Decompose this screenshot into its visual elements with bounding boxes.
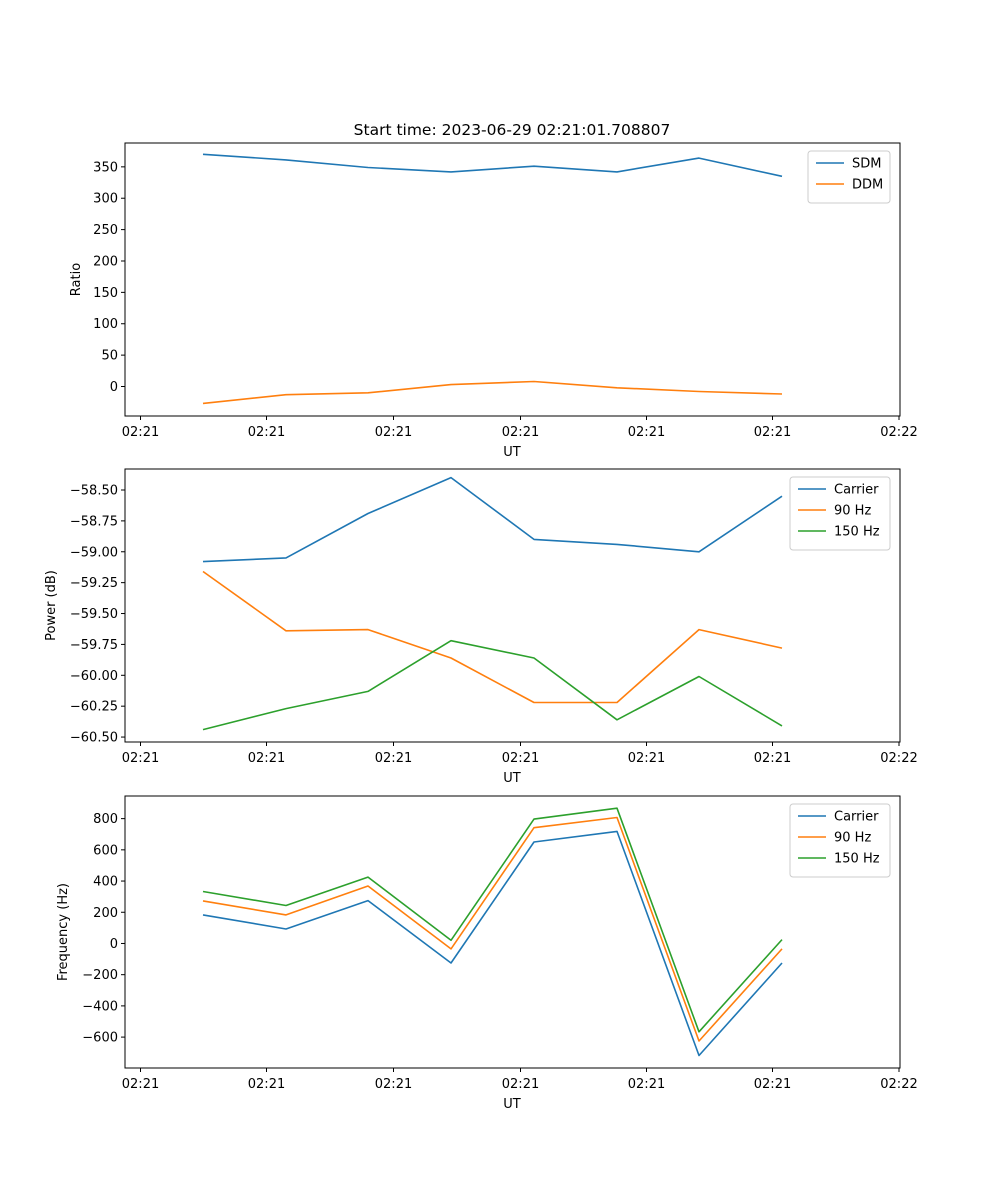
x-tick-label: 02:21 bbox=[502, 751, 539, 766]
series-line-ddm bbox=[202, 380, 783, 405]
y-axis-label: Power (dB) bbox=[44, 570, 59, 641]
x-tick-label: 02:21 bbox=[122, 425, 159, 440]
x-axis-label: UT bbox=[503, 445, 521, 460]
y-tick-label: −60.00 bbox=[70, 669, 118, 684]
x-tick-label: 02:22 bbox=[880, 425, 917, 440]
y-tick-label: −59.50 bbox=[70, 607, 118, 622]
y-tick-label: 200 bbox=[93, 906, 118, 921]
y-tick-label: −58.50 bbox=[70, 484, 118, 499]
y-tick-label: 0 bbox=[110, 937, 118, 952]
x-tick-label: 02:21 bbox=[628, 425, 665, 440]
y-tick-label: −59.25 bbox=[70, 576, 118, 591]
y-tick-label: 800 bbox=[93, 812, 118, 827]
x-tick-label: 02:21 bbox=[375, 1077, 412, 1092]
x-tick-label: 02:21 bbox=[628, 751, 665, 766]
x-tick-label: 02:21 bbox=[375, 751, 412, 766]
x-tick-label: 02:21 bbox=[248, 425, 285, 440]
series-line-carrier bbox=[202, 476, 783, 563]
y-tick-label: 0 bbox=[110, 380, 118, 395]
y-tick-label: 200 bbox=[93, 254, 118, 269]
y-tick-label: 150 bbox=[93, 286, 118, 301]
series-line-90-hz bbox=[202, 570, 783, 704]
y-tick-label: −58.75 bbox=[70, 514, 118, 529]
x-tick-label: 02:21 bbox=[248, 1077, 285, 1092]
y-tick-label: 250 bbox=[93, 223, 118, 238]
series-line-150-hz bbox=[202, 639, 783, 731]
legend-label: 90 Hz bbox=[834, 831, 871, 846]
legend-box bbox=[807, 150, 891, 204]
x-tick-label: 02:22 bbox=[880, 751, 917, 766]
series-line-90-hz bbox=[202, 816, 783, 1042]
y-tick-label: −60.50 bbox=[70, 731, 118, 746]
x-tick-label: 02:21 bbox=[628, 1077, 665, 1092]
y-axis-label: Frequency (Hz) bbox=[56, 883, 71, 981]
plot-area-1 bbox=[124, 142, 901, 417]
y-tick-label: 350 bbox=[93, 160, 118, 175]
series-line-150-hz bbox=[202, 807, 783, 1033]
y-axis-label: Ratio bbox=[69, 263, 84, 296]
x-tick-label: 02:21 bbox=[754, 425, 791, 440]
y-tick-label: 100 bbox=[93, 317, 118, 332]
y-tick-label: −400 bbox=[82, 999, 118, 1014]
legend-label: SDM bbox=[852, 157, 881, 172]
series-line-carrier bbox=[202, 830, 783, 1057]
y-tick-label: 600 bbox=[93, 843, 118, 858]
legend-label: Carrier bbox=[834, 483, 879, 498]
legend-label: 150 Hz bbox=[834, 525, 880, 540]
x-tick-label: 02:21 bbox=[502, 1077, 539, 1092]
legend-label: DDM bbox=[852, 178, 883, 193]
plot-area-2 bbox=[124, 468, 901, 743]
plot-area-3 bbox=[124, 795, 901, 1069]
chart-title: Start time: 2023-06-29 02:21:01.708807 bbox=[354, 121, 671, 139]
legend-label: 90 Hz bbox=[834, 504, 871, 519]
legend-label: 150 Hz bbox=[834, 852, 880, 867]
x-tick-label: 02:21 bbox=[754, 1077, 791, 1092]
x-tick-label: 02:21 bbox=[122, 1077, 159, 1092]
y-tick-label: −59.00 bbox=[70, 545, 118, 560]
y-tick-label: −59.75 bbox=[70, 638, 118, 653]
x-tick-label: 02:22 bbox=[880, 1077, 917, 1092]
x-axis-label: UT bbox=[503, 1097, 521, 1112]
x-tick-label: 02:21 bbox=[375, 425, 412, 440]
x-tick-label: 02:21 bbox=[248, 751, 285, 766]
y-tick-label: −200 bbox=[82, 968, 118, 983]
x-tick-label: 02:21 bbox=[122, 751, 159, 766]
y-tick-label: 300 bbox=[93, 192, 118, 207]
y-tick-label: −60.25 bbox=[70, 700, 118, 715]
x-axis-label: UT bbox=[503, 771, 521, 786]
x-tick-label: 02:21 bbox=[754, 751, 791, 766]
y-tick-label: 50 bbox=[101, 349, 118, 364]
y-tick-label: −600 bbox=[82, 1031, 118, 1046]
series-line-sdm bbox=[202, 153, 783, 178]
x-tick-label: 02:21 bbox=[502, 425, 539, 440]
y-tick-label: 400 bbox=[93, 875, 118, 890]
legend-label: Carrier bbox=[834, 810, 879, 825]
